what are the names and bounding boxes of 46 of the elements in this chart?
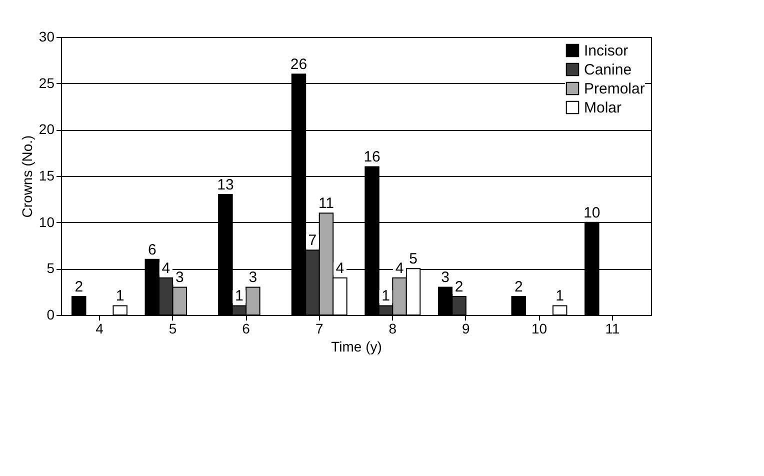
y-tick-label: 20 — [38, 121, 55, 138]
legend-label: Incisor — [584, 42, 628, 60]
data-label: 10 — [584, 204, 600, 222]
x-tick-label: 5 — [168, 320, 177, 336]
data-label: 13 — [217, 176, 234, 194]
x-tick-label: 9 — [462, 320, 470, 336]
legend-label: Canine — [584, 62, 632, 78]
x-tick-label: 4 — [96, 320, 104, 336]
data-label: 7 — [308, 232, 317, 250]
y-tick-label: 25 — [38, 74, 55, 91]
data-label: 16 — [364, 148, 380, 166]
data-label: 11 — [318, 195, 334, 212]
y-tick-label: 30 — [38, 28, 55, 44]
bar — [71, 296, 86, 316]
data-label: 3 — [175, 269, 184, 286]
data-label: 1 — [235, 288, 244, 305]
data-label: 5 — [409, 250, 418, 268]
data-label: 1 — [556, 288, 564, 305]
legend-label: Molar — [584, 100, 622, 116]
x-axis-title: Time (y) — [331, 338, 382, 354]
data-label: 4 — [336, 260, 344, 277]
x-tick-label: 7 — [315, 320, 324, 336]
data-label: 26 — [290, 56, 308, 74]
bar — [552, 305, 568, 316]
x-tick-label: 6 — [242, 320, 250, 336]
y-tick-label: 15 — [38, 168, 55, 184]
bar — [112, 305, 128, 316]
y-tick-label: 5 — [46, 260, 55, 276]
x-tick-label: 8 — [388, 320, 397, 336]
x-tick-label: 11 — [605, 320, 620, 336]
y-axis-title: Crowns (No.) — [18, 135, 35, 218]
data-label: 1 — [116, 288, 124, 305]
data-label: 3 — [248, 269, 258, 286]
data-label: 2 — [454, 278, 464, 296]
y-tick-label: 0 — [46, 306, 55, 322]
legend-label: Premolar — [584, 80, 645, 98]
data-label: 2 — [74, 278, 84, 296]
data-label: 3 — [441, 269, 450, 286]
data-label: 6 — [148, 241, 156, 258]
bar — [511, 296, 526, 316]
data-label: 4 — [395, 260, 404, 277]
y-tick-label: 10 — [38, 214, 55, 230]
x-tick-label: 10 — [531, 320, 548, 336]
data-label: 2 — [514, 278, 523, 296]
data-label: 4 — [162, 260, 170, 277]
data-label: 1 — [382, 288, 390, 305]
